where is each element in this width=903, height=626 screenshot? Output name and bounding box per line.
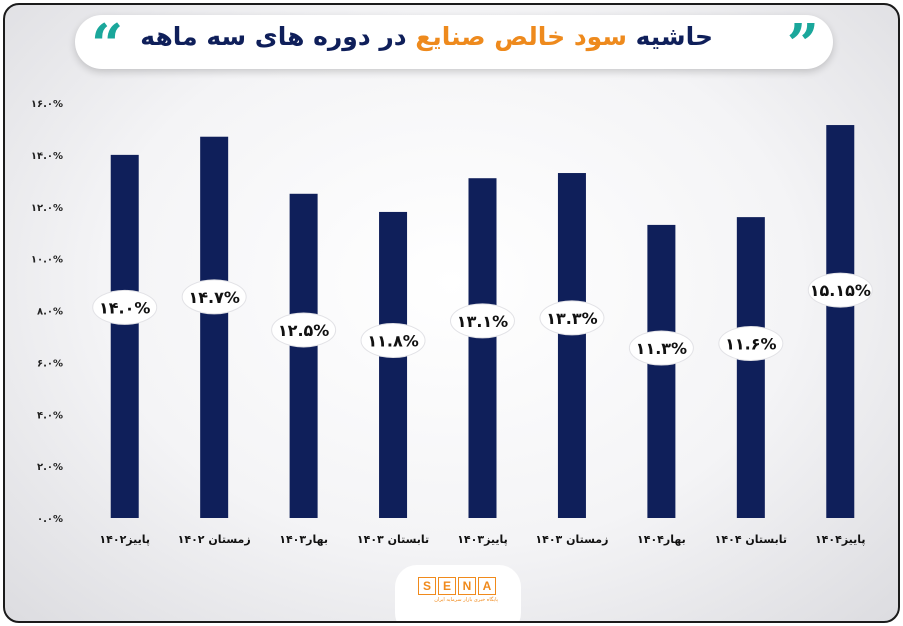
chart-frame: “ حاشیه سود خالص صنایع در دوره های سه ما… (3, 3, 900, 623)
bar (647, 224, 676, 518)
data-label: ۱۵.۱۵% (810, 281, 871, 300)
y-tick-label: ۶.۰% (37, 358, 63, 369)
data-label-bubble (718, 325, 784, 361)
title-part-1: حاشیه (635, 22, 713, 51)
data-label: ۱۲.۵% (278, 321, 329, 340)
sena-logo: S E N A پایگاه خبری بازار سرمایه ایران (418, 577, 498, 603)
bar (557, 173, 586, 518)
y-tick-label: ۴.۰% (37, 410, 63, 421)
data-label-bubble (360, 322, 426, 358)
logo-letter: A (478, 577, 496, 595)
x-tick-label: بهار۱۴۰۴ (637, 533, 686, 546)
data-label: ۱۱.۶% (725, 334, 776, 353)
y-tick-label: ۱۰.۰% (31, 255, 63, 266)
data-label: ۱۴.۷% (188, 288, 239, 307)
x-tick-label: بهار۱۴۰۳ (279, 533, 328, 546)
quotation-mark-icon: “ (91, 12, 124, 78)
data-label-bubble (807, 272, 873, 308)
data-label-bubble (628, 330, 694, 366)
logo-letter: S (418, 577, 436, 595)
bar (736, 217, 765, 518)
x-tick-label: پاییز۱۴۰۳ (457, 533, 508, 546)
y-tick-label: ۰.۰% (37, 514, 63, 525)
y-tick-label: ۱۶.۰% (31, 99, 63, 110)
quotation-mark-icon: ” (786, 12, 819, 78)
x-tick-label: تابستان ۱۴۰۳ (357, 533, 429, 546)
bar (110, 154, 139, 518)
title-part-3: در دوره های سه ماهه (140, 22, 407, 51)
bar (379, 211, 408, 518)
y-tick-label: ۱۲.۰% (31, 203, 63, 214)
y-tick-label: ۱۴.۰% (31, 151, 63, 162)
bar (200, 136, 229, 518)
bar (289, 193, 318, 518)
data-label: ۱۳.۱% (457, 312, 508, 331)
logo-letters: S E N A (418, 577, 498, 595)
bar (826, 125, 855, 518)
x-tick-label: تابستان ۱۴۰۴ (715, 533, 787, 546)
data-label-bubble (450, 303, 515, 339)
x-tick-label: زمستان ۱۴۰۳ (535, 533, 608, 546)
x-tick-label: پاییز۱۴۰۴ (815, 533, 866, 546)
bar-chart: ۰.۰% ۲.۰% ۴.۰% ۶.۰% ۸.۰% ۱۰.۰% ۱۲.۰% ۱۴.۰% ۱۶.۰%… (31, 99, 873, 546)
title-banner: “ حاشیه سود خالص صنایع در دوره های سه ما… (75, 15, 833, 73)
x-tick-label: پاییز۱۴۰۲ (99, 533, 150, 546)
data-label: ۱۴.۰% (99, 298, 150, 317)
y-tick-label: ۲.۰% (37, 462, 63, 473)
logo-letter: N (458, 577, 476, 595)
bar (468, 178, 497, 518)
data-label: ۱۱.۳% (636, 339, 687, 358)
y-tick-label: ۸.۰% (37, 307, 63, 318)
data-label-bubble (92, 289, 158, 325)
logo-letter: E (438, 577, 456, 595)
logo-subtitle: پایگاه خبری بازار سرمایه ایران (434, 597, 498, 603)
data-label: ۱۱.۸% (367, 331, 418, 350)
title-part-2: سود خالص صنایع (415, 22, 627, 51)
data-label-bubble (539, 300, 605, 336)
data-label-bubble (271, 312, 337, 348)
data-label: ۱۳.۳% (546, 309, 597, 328)
data-label-bubble (181, 279, 247, 315)
chart-title: حاشیه سود خالص صنایع در دوره های سه ماهه (140, 22, 713, 51)
x-tick-label: زمستان ۱۴۰۲ (178, 533, 251, 546)
